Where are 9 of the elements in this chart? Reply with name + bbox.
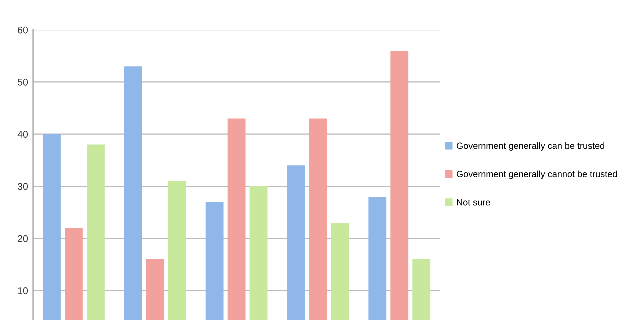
y-tick-label: 50 xyxy=(18,78,28,86)
y-tick-label: 10 xyxy=(18,288,28,294)
legend-label: Not sure xyxy=(457,199,490,206)
y-tick-label: 20 xyxy=(18,235,28,242)
legend-label: Government generally can be trusted xyxy=(457,142,605,151)
y-tick-label: 60 xyxy=(18,26,28,34)
y-tick-label: 40 xyxy=(18,131,28,138)
legend-label: Government generally cannot be trusted xyxy=(457,170,618,180)
y-tick-label: 30 xyxy=(18,183,28,190)
